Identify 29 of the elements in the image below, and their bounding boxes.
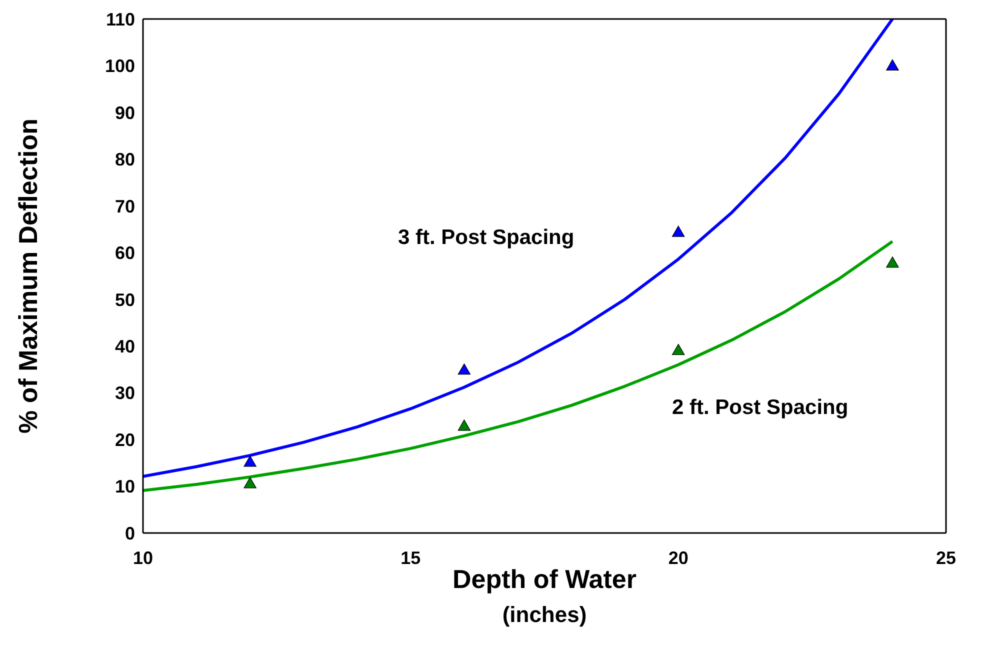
x-tick-label: 15 <box>400 548 421 568</box>
x-tick-label: 10 <box>132 548 154 568</box>
y-tick-label: 30 <box>114 383 135 404</box>
y-tick-label: 80 <box>114 150 135 170</box>
x-tick-label: 20 <box>668 548 688 568</box>
point <box>672 226 685 237</box>
y-tick-label: 70 <box>114 196 135 216</box>
point <box>244 477 256 488</box>
y-tick-label: 10 <box>114 476 135 497</box>
annotation: 3 ft. Post Spacing <box>398 226 574 250</box>
point <box>244 456 256 467</box>
y-tick-label: 20 <box>114 430 135 450</box>
y-tick-label: 100 <box>104 56 135 76</box>
line-series <box>143 19 894 478</box>
point <box>458 420 471 431</box>
y-tick-label: 60 <box>114 243 135 264</box>
y-tick-label: 0 <box>124 523 135 544</box>
point <box>458 364 471 375</box>
y-tick-label: 90 <box>114 102 135 123</box>
y-axis-title: % of Maximum Deflection <box>13 118 44 434</box>
x-tick-label: 25 <box>936 548 956 568</box>
y-tick-label: 110 <box>106 9 135 30</box>
annotation: 2 ft. Post Spacing <box>672 396 848 420</box>
point <box>886 59 899 70</box>
point <box>886 256 899 268</box>
x-axis-title: Depth of Water (inches) <box>452 564 636 627</box>
point <box>672 344 685 356</box>
y-tick-label: 50 <box>114 290 135 310</box>
y-tick-label: 40 <box>114 336 135 356</box>
